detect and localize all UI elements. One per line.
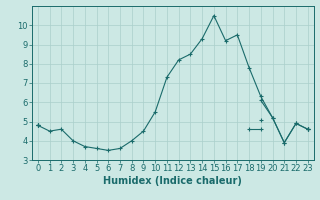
X-axis label: Humidex (Indice chaleur): Humidex (Indice chaleur)	[103, 176, 242, 186]
